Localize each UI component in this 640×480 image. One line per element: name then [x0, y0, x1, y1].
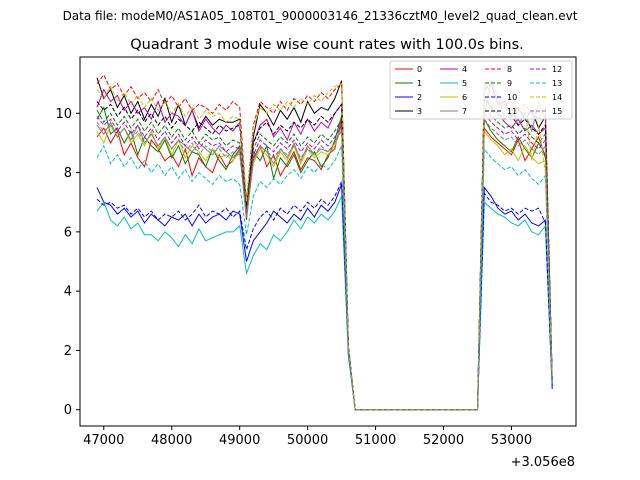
x-offset-label: +3.056e8: [511, 455, 575, 470]
legend-label-1: 1: [417, 79, 422, 88]
y-tick-label: 0: [64, 403, 72, 418]
legend-label-10: 10: [507, 93, 517, 102]
legend-label-2: 2: [417, 93, 422, 102]
legend-label-5: 5: [462, 79, 467, 88]
legend-label-6: 6: [462, 93, 467, 102]
x-tick-label: 51000: [355, 433, 396, 448]
y-axis: 0 2 4 6 8 10: [55, 107, 80, 418]
plot-lines: [96, 73, 553, 411]
legend-label-11: 11: [507, 107, 517, 116]
axes-border: [79, 56, 577, 427]
x-axis: 47000 48000 49000 50000 51000 52000 53000: [83, 426, 532, 448]
y-tick-label: 6: [64, 225, 72, 240]
legend-box: [389, 60, 573, 120]
legend-label-13: 13: [552, 79, 562, 88]
series-line-10: [96, 181, 553, 411]
series-line-15: [96, 117, 553, 411]
x-tick-label: 53000: [491, 433, 532, 448]
series-line-13: [96, 144, 553, 411]
legend-label-7: 7: [462, 107, 467, 116]
x-tick-label: 52000: [423, 433, 464, 448]
legend-label-14: 14: [552, 93, 562, 102]
y-tick-label: 2: [64, 344, 72, 359]
y-tick-label: 4: [64, 285, 72, 300]
legend-label-15: 15: [552, 107, 562, 116]
y-tick-label: 8: [64, 166, 72, 181]
series-line-5: [96, 196, 553, 411]
legend-label-8: 8: [507, 65, 512, 74]
x-tick-label: 48000: [151, 433, 192, 448]
legend-label-3: 3: [417, 107, 422, 116]
x-tick-label: 47000: [83, 433, 124, 448]
legend-label-12: 12: [552, 65, 562, 74]
axes-frame: [79, 56, 577, 427]
legend-label-4: 4: [462, 65, 467, 74]
legend-label-0: 0: [417, 65, 422, 74]
x-tick-label: 50000: [287, 433, 328, 448]
chart-suptitle: Data file: modeM0/AS1A05_108T01_90000031…: [63, 9, 578, 23]
y-tick-label: 10: [55, 107, 72, 122]
legend-label-9: 9: [507, 79, 512, 88]
chart-title: Quadrant 3 module wise count rates with …: [130, 37, 524, 53]
x-tick-label: 49000: [219, 433, 260, 448]
